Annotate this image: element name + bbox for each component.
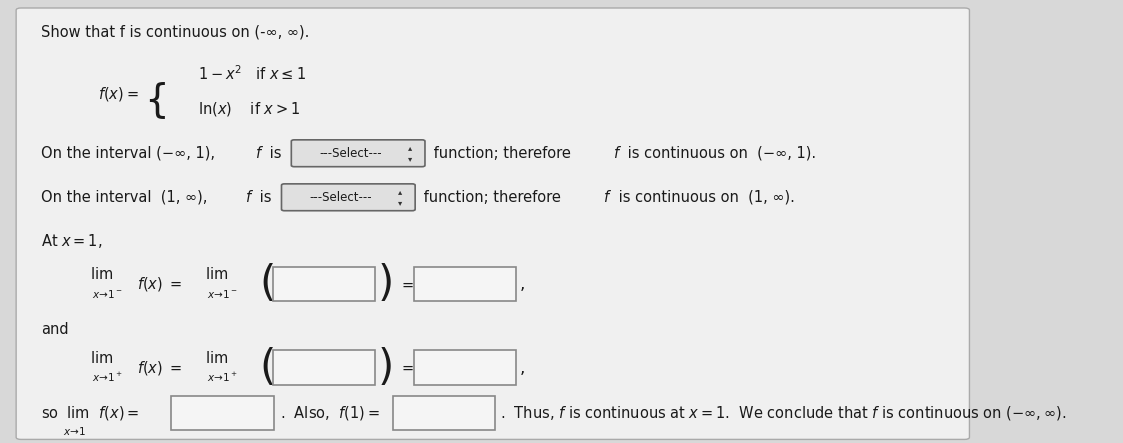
Text: function; therefore: function; therefore	[429, 146, 575, 161]
Text: $f$: $f$	[255, 145, 264, 161]
Text: ): )	[377, 263, 394, 305]
Text: $\lim$: $\lim$	[204, 266, 228, 282]
Text: $=$: $=$	[400, 360, 414, 375]
Text: so  $\lim$  $f(x)=$: so $\lim$ $f(x)=$	[40, 404, 139, 422]
FancyBboxPatch shape	[172, 396, 274, 431]
Text: $=$: $=$	[400, 276, 414, 291]
FancyBboxPatch shape	[393, 396, 495, 431]
Text: is: is	[255, 190, 276, 205]
FancyBboxPatch shape	[273, 267, 375, 301]
Text: $f(x) \;=\;$: $f(x) \;=\;$	[137, 359, 182, 377]
Text: ▴
▾: ▴ ▾	[408, 144, 412, 163]
Text: .  Also,  $f(1)=$: . Also, $f(1)=$	[280, 404, 380, 422]
FancyBboxPatch shape	[291, 140, 424, 167]
Text: $f(x)=$: $f(x)=$	[99, 85, 139, 103]
Text: function; therefore: function; therefore	[419, 190, 566, 205]
Text: $x\!\to\!1^-$: $x\!\to\!1^-$	[92, 288, 124, 300]
Text: ): )	[377, 347, 394, 389]
Text: Show that f is continuous on (-∞, ∞).: Show that f is continuous on (-∞, ∞).	[40, 25, 309, 40]
Text: $1-x^2$   if $x\leq 1$: $1-x^2$ if $x\leq 1$	[198, 65, 305, 83]
Text: $f$: $f$	[603, 189, 612, 205]
FancyBboxPatch shape	[414, 267, 517, 301]
Text: {: {	[144, 82, 168, 120]
Text: $f$: $f$	[613, 145, 622, 161]
FancyBboxPatch shape	[282, 184, 416, 211]
Text: ,: ,	[519, 275, 524, 293]
FancyBboxPatch shape	[414, 350, 517, 385]
Text: is continuous on  (−∞, 1).: is continuous on (−∞, 1).	[623, 146, 816, 161]
Text: $\lim$: $\lim$	[90, 350, 113, 366]
Text: $\lim$: $\lim$	[204, 350, 228, 366]
Text: $f$: $f$	[245, 189, 254, 205]
Text: $f(x) \;=\;$: $f(x) \;=\;$	[137, 275, 182, 293]
Text: .  Thus, $f$ is continuous at $x=1$.  We conclude that $f$ is continuous on $(-\: . Thus, $f$ is continuous at $x=1$. We c…	[500, 404, 1066, 422]
Text: $x\!\to\!1$: $x\!\to\!1$	[63, 424, 86, 437]
FancyBboxPatch shape	[273, 350, 375, 385]
Text: $x\!\to\!1^+$: $x\!\to\!1^+$	[92, 371, 124, 385]
Text: ▴
▾: ▴ ▾	[399, 187, 402, 207]
Text: On the interval (−∞, 1),: On the interval (−∞, 1),	[40, 146, 223, 161]
Text: $x\!\to\!1^-$: $x\!\to\!1^-$	[207, 288, 238, 300]
Text: (: (	[259, 263, 275, 305]
Text: (: (	[259, 347, 275, 389]
FancyBboxPatch shape	[16, 8, 969, 439]
Text: ---Select---: ---Select---	[319, 147, 382, 160]
Text: On the interval  (1, ∞),: On the interval (1, ∞),	[40, 190, 217, 205]
Text: At $x=1,$: At $x=1,$	[40, 232, 102, 250]
Text: and: and	[40, 322, 69, 337]
Text: $\lim$: $\lim$	[90, 266, 113, 282]
Text: ---Select---: ---Select---	[310, 191, 372, 204]
Text: $x\!\to\!1^+$: $x\!\to\!1^+$	[207, 371, 238, 385]
Text: is: is	[265, 146, 286, 161]
Text: is continuous on  (1, ∞).: is continuous on (1, ∞).	[613, 190, 795, 205]
Text: ,: ,	[519, 359, 524, 377]
Text: $\ln(x)$    if $x>1$: $\ln(x)$ if $x>1$	[198, 100, 300, 118]
